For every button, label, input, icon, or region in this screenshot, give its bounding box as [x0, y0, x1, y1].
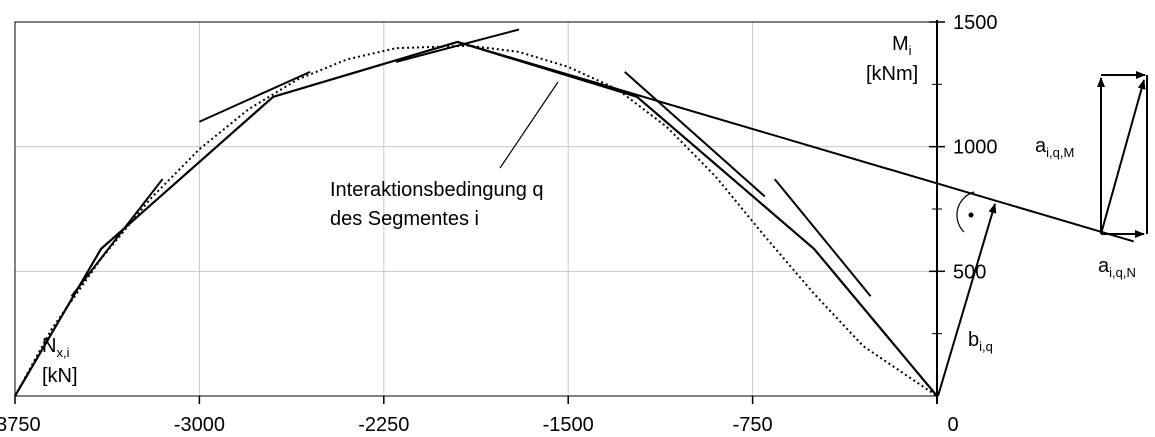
y-tick-label: 1500 [953, 12, 998, 34]
a-vector-diagram [1097, 71, 1148, 238]
annotation-leader-line [499, 81, 559, 169]
x-tick-label: -3750 [0, 414, 41, 436]
y-tick-label: 500 [953, 261, 986, 283]
tangent-segment [70, 178, 164, 297]
tangent-segment [198, 70, 311, 123]
extended-interaction-line [457, 40, 1134, 243]
a-n-label: ai,q,N [1098, 255, 1136, 280]
b-vector-arrow [937, 203, 997, 397]
y-axis-label: Mi [892, 33, 912, 58]
x-tick-label: -750 [733, 414, 773, 436]
a-resultant-arrow [1100, 79, 1146, 235]
x-axis-ticks: -3750 -3000 -2250 -1500 -750 0 [0, 396, 959, 436]
x-tick-label: -1500 [543, 414, 594, 436]
tangent-segment [395, 28, 520, 63]
x-tick-label: 0 [947, 414, 958, 436]
right-angle-arc [956, 191, 975, 233]
x-tick-label: -3000 [174, 414, 225, 436]
tangent-segment [624, 71, 766, 198]
a-m-label: ai,q,M [1035, 135, 1074, 160]
interaction-label-line2: des Segmentes i [330, 208, 479, 230]
x-axis-unit: [kN] [42, 365, 78, 387]
tangent-segments [70, 28, 872, 297]
y-axis-ticks: 500 1000 1500 [929, 12, 998, 335]
y-axis-unit: [kNm] [866, 63, 918, 85]
right-angle-dot [968, 212, 974, 218]
y-tick-label: 1000 [953, 137, 998, 159]
interaction-label-line1: Interaktionsbedingung q [330, 179, 544, 201]
x-axis-label: Nx,i [42, 335, 70, 360]
x-tick-label: -2250 [358, 414, 409, 436]
tangent-segment [773, 178, 872, 297]
b-vector-label: bi,q [968, 329, 993, 354]
